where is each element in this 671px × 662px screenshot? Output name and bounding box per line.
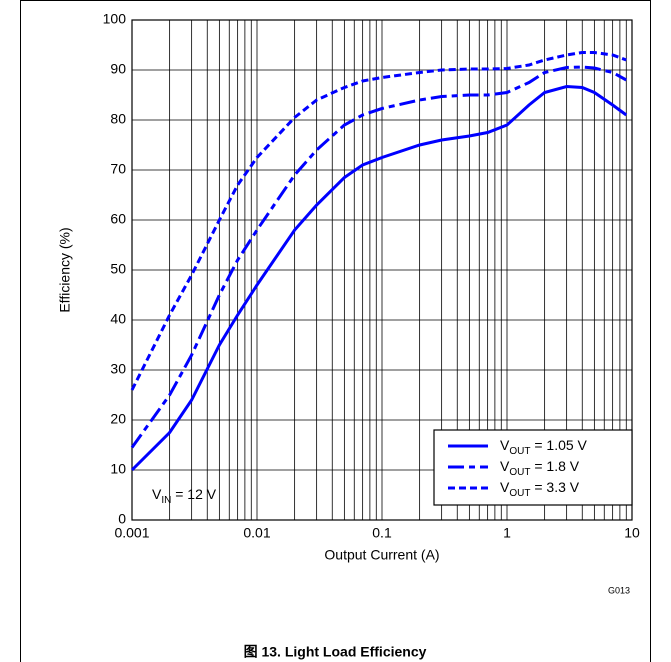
legend-label: VOUT = 1.8 V — [500, 458, 580, 478]
y-tick-label: 60 — [110, 211, 126, 227]
legend-label: VOUT = 3.3 V — [500, 479, 580, 499]
x-tick-label: 10 — [624, 525, 640, 541]
y-tick-label: 80 — [110, 111, 126, 127]
series-line — [130, 65, 628, 449]
plot-frame — [131, 19, 633, 521]
annotation: VIN = 12 V — [152, 486, 217, 506]
y-tick-label: 100 — [103, 11, 127, 27]
x-tick-label: 1 — [503, 525, 511, 541]
y-tick-label: 40 — [110, 311, 126, 327]
series-line — [130, 84, 628, 472]
y-tick-label: 10 — [110, 461, 126, 477]
y-tick-label: 30 — [110, 361, 126, 377]
x-axis-title: Output Current (A) — [324, 547, 439, 563]
legend-box — [433, 429, 633, 506]
y-tick-label: 70 — [110, 161, 126, 177]
legend-label: VOUT = 1.05 V — [500, 437, 588, 457]
x-tick-label: 0.001 — [114, 525, 149, 541]
figure-code: G013 — [608, 585, 630, 595]
caption: 图 13. Light Load Efficiency — [244, 644, 427, 660]
y-tick-label: 90 — [110, 61, 126, 77]
series-line — [130, 51, 627, 391]
y-tick-label: 0 — [118, 511, 126, 527]
figure-frame — [20, 0, 651, 662]
y-axis-title: Efficiency (%) — [57, 227, 73, 312]
y-tick-label: 20 — [110, 411, 126, 427]
x-tick-label: 0.01 — [243, 525, 270, 541]
x-tick-label: 0.1 — [372, 525, 392, 541]
y-tick-label: 50 — [110, 261, 126, 277]
